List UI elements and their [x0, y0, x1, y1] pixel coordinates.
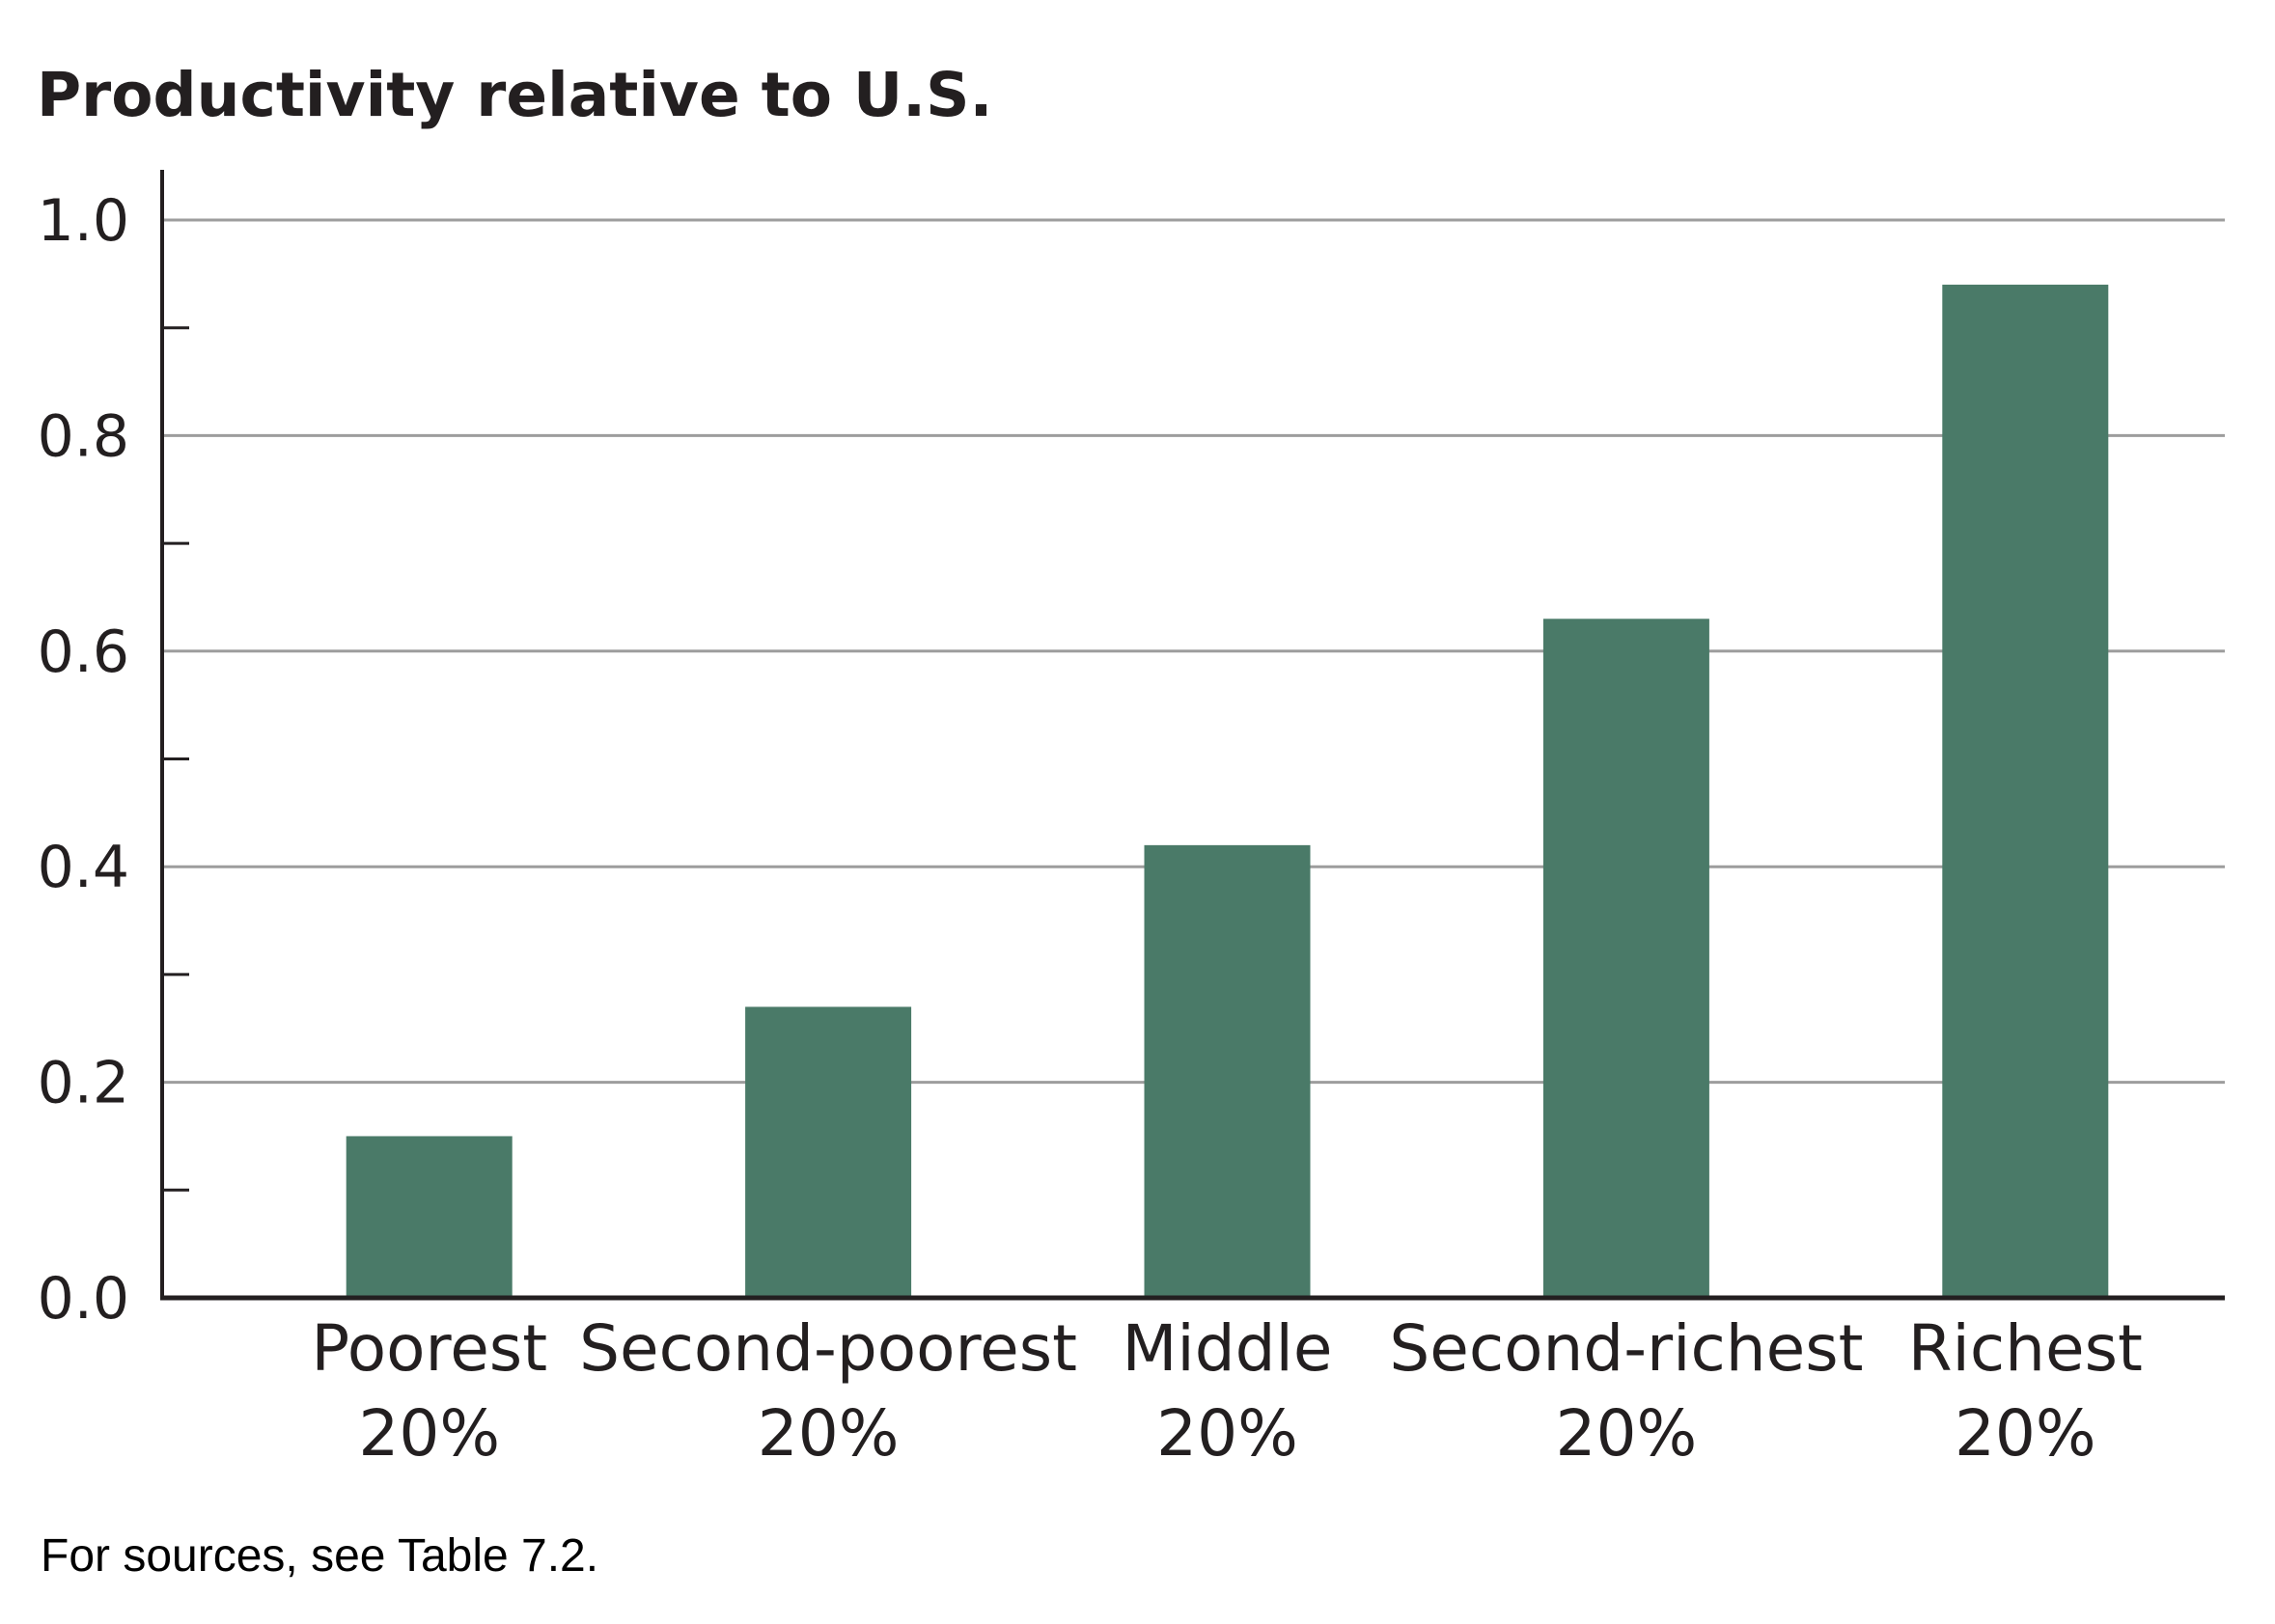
axes: [160, 170, 2225, 1301]
x-tick-label: Poorest 20%: [311, 1311, 547, 1471]
bar: [346, 1136, 513, 1298]
x-tick-labels: Poorest 20%Second-poorest 20% Middle 20% Seco…: [311, 1311, 2143, 1471]
bar: [1542, 619, 1709, 1298]
y-tick-label: 0.4: [38, 834, 129, 901]
y-tick-label: 0.6: [38, 619, 129, 686]
y-tick-label: 0.2: [38, 1050, 129, 1117]
source-note: For sources, see Table 7.2.: [41, 1530, 598, 1582]
y-tick-label: 0.8: [38, 402, 129, 470]
y-tick-label: 1.0: [38, 187, 129, 255]
y-tick-labels: 0.0 0.2 0.4 0.6 0.8 1.0: [38, 187, 129, 1333]
x-tick-label: Second-richest 20%: [1389, 1311, 1863, 1471]
y-tick-label: 0.0: [38, 1265, 129, 1333]
bars: [346, 285, 2109, 1298]
x-tick-label: Second-poorest 20%: [579, 1311, 1077, 1471]
bar: [1144, 844, 1311, 1298]
x-tick-label: Middle 20%: [1122, 1311, 1332, 1471]
bar: [745, 1006, 912, 1298]
grid-lines: [162, 218, 2225, 1085]
x-tick-label: Richest 20%: [1908, 1311, 2143, 1471]
chart-title: Productivity relative to U.S.: [37, 60, 992, 130]
bar: [1942, 285, 2109, 1298]
